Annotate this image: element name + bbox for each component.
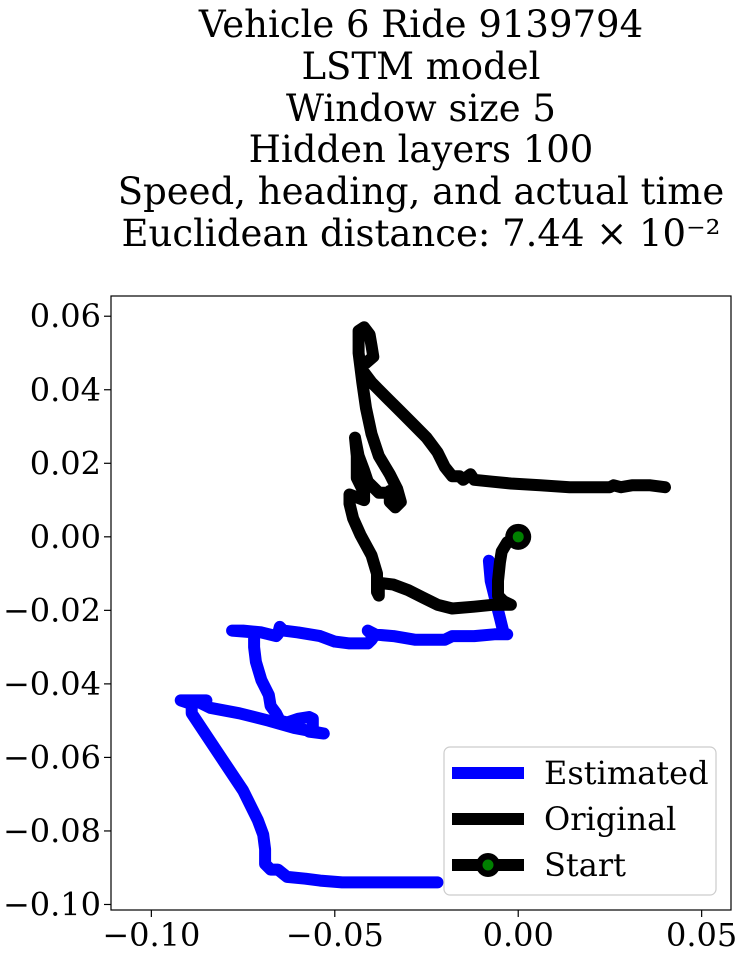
y-tick-label: −0.06 [3,738,101,776]
y-tick-label: 0.00 [30,518,101,556]
x-tick-label: 0.05 [666,916,737,954]
x-axis: −0.10 −0.05 0.00 0.05 [102,910,737,954]
series-line-estimated [174,554,514,889]
title-line: Speed, heading, and actual time [118,170,725,213]
y-tick-label: −0.04 [3,665,101,703]
x-tick-label: 0.00 [483,916,554,954]
y-tick-label: −0.02 [3,591,101,629]
y-tick-label: −0.10 [3,885,101,923]
y-tick-label: 0.02 [30,444,101,482]
y-axis: 0.06 0.04 0.02 0.00 −0.02 −0.04 −0.06 −0.08 −0.1… [3,297,111,923]
legend-swatch-start-dot [482,859,494,871]
title-line: Vehicle 6 Ride 9139794 [198,3,643,46]
x-tick-label: −0.10 [102,916,200,954]
y-tick-label: 0.06 [30,297,101,335]
y-tick-label: 0.04 [30,371,101,409]
series-line-original [343,321,671,615]
start-marker-dot [512,531,524,543]
legend-label-original: Original [544,800,676,838]
chart-title: Vehicle 6 Ride 9139794 LSTM model Window… [118,3,725,255]
plot-frame [110,295,732,911]
legend-label-start: Start [544,846,626,884]
legend-box [443,746,717,896]
title-line: LSTM model [301,45,540,88]
title-line: Window size 5 [286,87,556,130]
x-tick-label: −0.05 [286,916,384,954]
legend-label-estimated: Estimated [544,754,709,792]
title-line: Euclidean distance: 7.44 × 10⁻² [122,212,721,255]
series-layer [174,321,671,889]
title-line: Hidden layers 100 [249,128,594,171]
legend: Estimated Original Start [443,746,717,896]
y-tick-label: −0.08 [3,812,101,850]
